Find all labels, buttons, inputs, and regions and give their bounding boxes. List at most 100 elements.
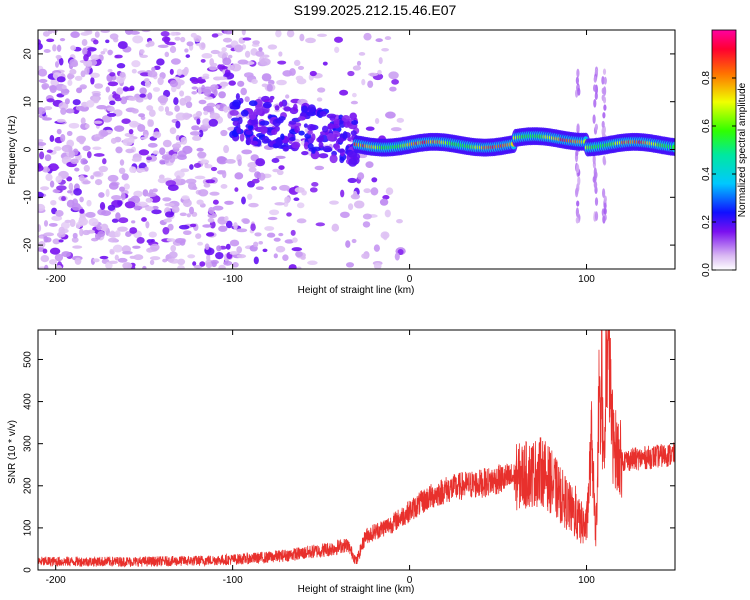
spectrogram-noise-blob [157,77,164,86]
spectrogram-noise-blob [309,70,317,77]
spectrogram-noise-blob [125,148,135,154]
spectrogram-noise-blob [109,33,119,40]
spectrogram-rising-blob [261,135,270,144]
spectrogram-streak-blob [602,215,606,224]
spectrogram-noise-blob [114,230,121,238]
spectrogram-noise-blob [339,89,349,96]
spectrogram-rising-blob [283,106,292,112]
spectrogram-noise-blob [222,57,232,66]
spectrogram-noise-blob [96,104,107,110]
spectrogram-noise-blob [109,100,116,106]
spectrogram-noise-blob [353,200,365,209]
spectrogram-streak-blob [593,167,597,178]
spectrogram-noise-blob [129,85,135,91]
spectrogram-noise-blob [375,38,383,43]
spectrogram-noise-blob [162,139,172,148]
spectrogram-noise-blob [72,232,78,239]
spectrogram-noise-blob [274,202,285,206]
spectrogram-noise-blob [357,172,365,180]
spectrogram-noise-blob [79,228,84,237]
spectrogram-noise-blob [223,260,233,266]
spectrogram-noise-blob [82,47,88,56]
spectrogram-noise-blob [137,124,146,132]
spectrogram-noise-blob [184,95,192,103]
spectrogram-noise-blob [278,165,285,170]
spectrogram-noise-blob [271,186,278,191]
spectrogram-rising-blob [347,150,358,158]
spectrogram-noise-blob [284,239,295,244]
spectrogram-noise-blob [38,224,42,232]
spectrogram-noise-blob [232,262,239,268]
spectrogram-noise-blob [218,91,226,99]
spectrogram-noise-blob [132,245,141,249]
spectrogram-noise-blob [213,89,218,97]
spectrogram-noise-blob [38,107,46,115]
spectrogram-noise-blob [215,104,220,109]
spectrogram-rising-blob [237,116,243,125]
spectrogram-noise-blob [218,264,226,269]
spectrogram-noise-blob [121,118,131,124]
spectrogram-noise-blob [67,190,73,194]
spectrogram-noise-blob [339,211,350,218]
spectrogram-x-tick-label: -200 [46,274,66,285]
snr-y-tick-label: 300 [23,435,34,452]
spectrogram-noise-blob [186,41,194,47]
spectrogram-noise-blob [297,65,305,70]
spectrogram-noise-blob [204,243,210,250]
spectrogram-noise-blob [49,180,55,188]
spectrogram-noise-blob [125,231,132,238]
spectrogram-noise-blob [66,176,73,182]
spectrogram-noise-blob [80,31,90,36]
spectrogram-noise-blob [182,230,192,236]
spectrogram-noise-blob [43,236,49,243]
spectrogram-noise-blob [87,47,97,52]
spectrogram-noise-blob [38,139,44,143]
spectrogram-noise-blob [334,143,341,151]
spectrogram-streak-blob [594,123,599,131]
spectrogram-noise-blob [198,189,209,197]
spectrogram-noise-blob [38,78,48,83]
spectrogram-noise-blob [74,167,80,172]
spectrogram-noise-blob [83,164,90,172]
spectrogram-noise-blob [92,95,100,104]
spectrogram-noise-blob [147,92,153,100]
spectrogram-noise-blob [167,184,179,191]
spectrogram-noise-blob [43,49,51,53]
spectrogram-noise-blob [286,30,295,38]
spectrogram-noise-blob [119,159,125,166]
spectrogram-noise-blob [203,88,212,97]
spectrogram-streak-blob [594,211,599,221]
spectrogram-streak-blob [576,200,580,207]
spectrogram-noise-blob [278,232,284,237]
spectrogram-noise-blob [394,252,400,261]
spectrogram-noise-blob [266,83,273,92]
spectrogram-noise-blob [67,79,73,86]
spectrogram-noise-blob [100,30,110,34]
spectrogram-noise-blob [94,31,100,38]
spectrogram-noise-blob [203,110,209,116]
spectrogram-noise-blob [234,187,239,192]
spectrogram-noise-blob [100,130,109,137]
spectrogram-rising-blob [250,140,259,146]
spectrogram-noise-blob [42,248,48,254]
spectrogram-noise-blob [218,225,228,232]
spectrogram-noise-blob [159,147,166,156]
spectrogram-noise-blob [221,47,227,52]
spectrogram-rising-blob [307,123,316,131]
spectrogram-noise-blob [203,183,211,188]
spectrogram-rising-blob [259,125,268,135]
spectrogram-noise-blob [273,253,278,259]
spectrogram-noise-blob [122,138,134,147]
spectrogram-noise-blob [211,33,219,38]
spectrogram-noise-blob [80,117,86,125]
spectrogram-noise-blob [296,218,307,224]
spectrogram-noise-blob [290,229,296,236]
spectrogram-streak-blob [576,163,580,174]
spectrogram-noise-blob [78,136,85,145]
spectrogram-noise-blob [146,105,154,111]
snr-series-line [38,330,675,568]
spectrogram-streak-blob [593,75,597,83]
snr-plot-area [38,330,675,570]
spectrogram-streak-blob [575,76,580,85]
